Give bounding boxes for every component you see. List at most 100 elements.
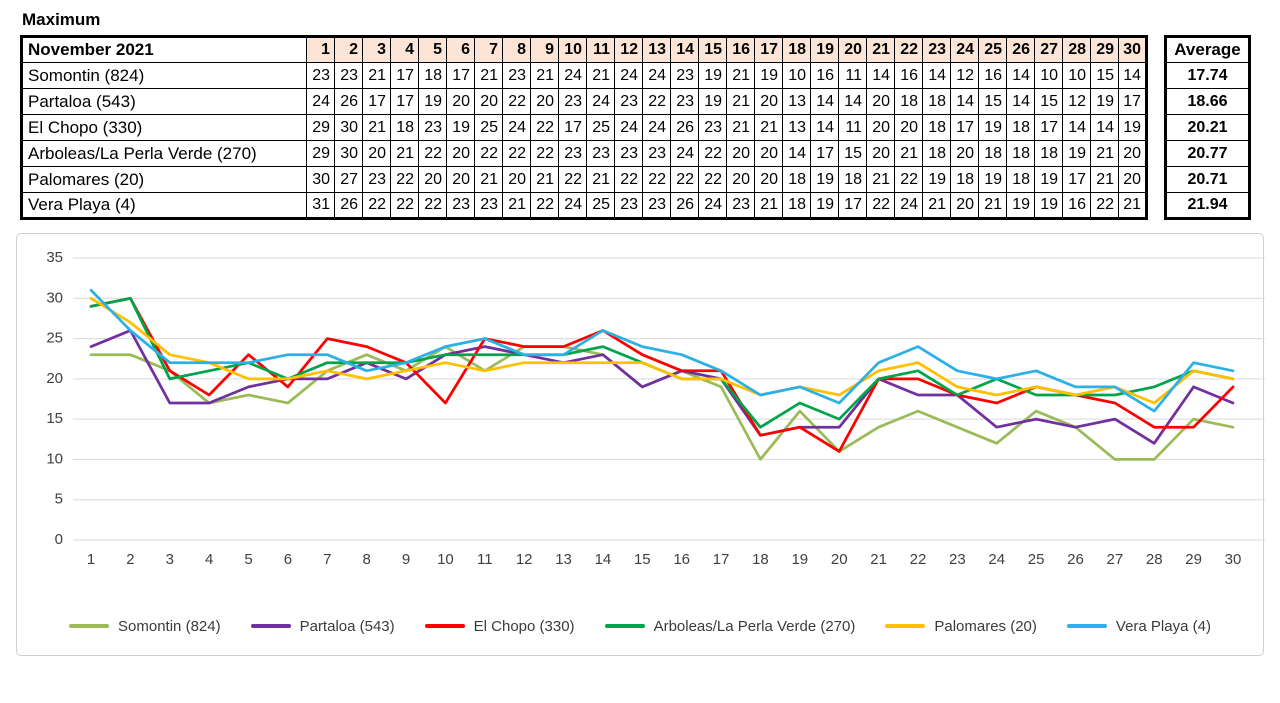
value-cell: 21 bbox=[894, 140, 923, 167]
value-cell: 26 bbox=[334, 192, 363, 219]
day-header-cell: 11 bbox=[586, 36, 615, 63]
x-axis-label: 10 bbox=[437, 551, 454, 568]
day-header-cell: 12 bbox=[614, 36, 643, 63]
value-cell: 21 bbox=[726, 62, 755, 89]
value-cell: 22 bbox=[502, 140, 531, 167]
y-axis-label: 0 bbox=[55, 531, 63, 548]
value-cell: 17 bbox=[390, 88, 419, 115]
value-cell: 14 bbox=[810, 88, 839, 115]
day-header-cell: 28 bbox=[1062, 36, 1091, 63]
value-cell: 22 bbox=[670, 166, 699, 193]
value-cell: 19 bbox=[1062, 140, 1091, 167]
value-cell: 15 bbox=[1090, 62, 1119, 89]
y-axis-label: 30 bbox=[46, 289, 63, 306]
y-axis-label: 5 bbox=[55, 491, 63, 508]
value-cell: 18 bbox=[782, 192, 811, 219]
value-cell: 29 bbox=[306, 140, 335, 167]
average-value-cell: 17.74 bbox=[1165, 62, 1250, 89]
average-value-cell: 21.94 bbox=[1165, 192, 1250, 219]
day-header-cell: 23 bbox=[922, 36, 951, 63]
x-axis-label: 29 bbox=[1185, 551, 1202, 568]
value-cell: 19 bbox=[810, 166, 839, 193]
x-axis-label: 28 bbox=[1146, 551, 1163, 568]
legend-label: Palomares (20) bbox=[934, 617, 1037, 635]
value-cell: 13 bbox=[782, 88, 811, 115]
x-axis-label: 12 bbox=[516, 551, 533, 568]
value-cell: 14 bbox=[1090, 114, 1119, 141]
value-cell: 19 bbox=[754, 62, 783, 89]
value-cell: 24 bbox=[558, 62, 587, 89]
value-cell: 14 bbox=[810, 114, 839, 141]
value-cell: 19 bbox=[1006, 192, 1035, 219]
legend-item: Palomares (20) bbox=[885, 618, 1037, 635]
series-line-5 bbox=[89, 296, 1235, 405]
value-cell: 20 bbox=[502, 166, 531, 193]
value-cell: 23 bbox=[474, 192, 503, 219]
value-cell: 22 bbox=[558, 166, 587, 193]
value-cell: 18 bbox=[418, 62, 447, 89]
legend-line-icon bbox=[250, 624, 291, 628]
value-cell: 24 bbox=[558, 192, 587, 219]
value-cell: 18 bbox=[950, 166, 979, 193]
avg-table-body: 17.74 18.66 20.21 20.77 20.71 21.94 bbox=[1165, 62, 1250, 219]
value-cell: 21 bbox=[474, 62, 503, 89]
value-cell: 23 bbox=[558, 140, 587, 167]
average-value-cell: 20.71 bbox=[1165, 166, 1250, 193]
day-header-cell: 5 bbox=[418, 36, 447, 63]
day-header-cell: 21 bbox=[866, 36, 895, 63]
value-cell: 22 bbox=[614, 166, 643, 193]
value-cell: 20 bbox=[1118, 140, 1147, 167]
value-cell: 17 bbox=[362, 88, 391, 115]
x-axis-label: 8 bbox=[362, 551, 370, 568]
series-line-2 bbox=[89, 329, 1235, 445]
value-cell: 22 bbox=[418, 192, 447, 219]
value-cell: 20 bbox=[894, 114, 923, 141]
value-cell: 22 bbox=[1090, 192, 1119, 219]
value-cell: 16 bbox=[1062, 192, 1091, 219]
value-cell: 18 bbox=[1006, 114, 1035, 141]
average-row: 17.74 bbox=[1165, 62, 1250, 89]
value-cell: 24 bbox=[502, 114, 531, 141]
average-row: 20.21 bbox=[1165, 114, 1250, 141]
day-header-cell: 24 bbox=[950, 36, 979, 63]
value-cell: 19 bbox=[446, 114, 475, 141]
value-cell: 23 bbox=[698, 114, 727, 141]
value-cell: 15 bbox=[838, 140, 867, 167]
station-name-cell: Palomares (20) bbox=[21, 166, 307, 193]
x-axis-label: 5 bbox=[244, 551, 252, 568]
x-axis-label: 11 bbox=[477, 551, 493, 568]
value-cell: 11 bbox=[838, 114, 867, 141]
table-row: Partaloa (543) 24 26 17 17 19 20 20 22 20 23 24 23 22… bbox=[21, 88, 1147, 115]
value-cell: 18 bbox=[978, 140, 1007, 167]
day-header-cell: 14 bbox=[670, 36, 699, 63]
legend-item: Arboleas/La Perla Verde (270) bbox=[604, 618, 855, 635]
value-cell: 15 bbox=[978, 88, 1007, 115]
value-cell: 20 bbox=[726, 140, 755, 167]
chart-legend: Somontin (824) Partaloa (543) El Chopo (33… bbox=[25, 615, 1255, 637]
legend-label: Partaloa (543) bbox=[299, 617, 395, 635]
day-header-cell: 17 bbox=[754, 36, 783, 63]
day-header-cell: 26 bbox=[1006, 36, 1035, 63]
value-cell: 18 bbox=[922, 140, 951, 167]
value-cell: 22 bbox=[698, 166, 727, 193]
value-cell: 18 bbox=[1006, 166, 1035, 193]
x-axis-label: 22 bbox=[910, 551, 927, 568]
value-cell: 14 bbox=[782, 140, 811, 167]
value-cell: 10 bbox=[782, 62, 811, 89]
value-cell: 20 bbox=[418, 166, 447, 193]
value-cell: 30 bbox=[334, 140, 363, 167]
value-cell: 14 bbox=[950, 88, 979, 115]
day-header-cell: 4 bbox=[390, 36, 419, 63]
series-line-6 bbox=[89, 288, 1235, 413]
value-cell: 22 bbox=[530, 140, 559, 167]
value-cell: 23 bbox=[362, 166, 391, 193]
legend-line-icon bbox=[885, 624, 926, 628]
value-cell: 25 bbox=[586, 192, 615, 219]
value-cell: 30 bbox=[334, 114, 363, 141]
value-cell: 27 bbox=[334, 166, 363, 193]
day-header-cell: 10 bbox=[558, 36, 587, 63]
month-header-cell: November 2021 bbox=[21, 36, 307, 63]
max-table: November 2021 1 2 3 4 5 6 7 8 9 10 11 12 13 14 15 16 17 18… bbox=[20, 35, 1148, 220]
day-header-cell: 3 bbox=[362, 36, 391, 63]
value-cell: 21 bbox=[726, 114, 755, 141]
